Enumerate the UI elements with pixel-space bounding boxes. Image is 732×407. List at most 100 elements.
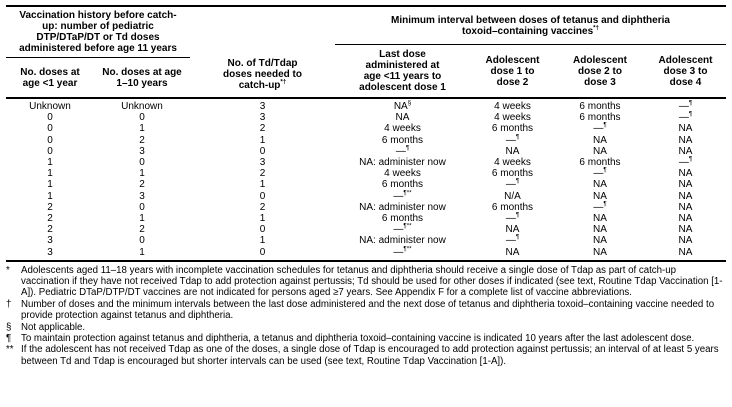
table-cell: 0 <box>259 190 266 202</box>
table-row: 3 1 0 —¶** NA NA NA <box>6 245 726 258</box>
table-cell: 0 <box>259 246 266 258</box>
header-group-vaccination-history: Vaccination history before catch-up: num… <box>6 7 190 97</box>
footnote: ** If the adolescent has not received Tda… <box>6 344 726 367</box>
footnote-marker-sup: ¶ <box>515 211 520 219</box>
table-cell: 0 <box>47 134 53 146</box>
footnotes: * Adolescents aged 11–18 years with incom… <box>6 262 726 368</box>
table-cell: 0 <box>139 201 145 213</box>
footnote-text: Number of doses and the minimum interval… <box>21 298 715 322</box>
table-cell: NA <box>678 190 693 202</box>
table-row: 1 0 3 NA: administer now 4 weeks 6 months —¶ <box>6 155 726 169</box>
table-cell: 3 <box>47 246 53 258</box>
table-cell: 2 <box>139 224 145 236</box>
footnote: † Number of doses and the minimum interva… <box>6 299 726 322</box>
table-cell: 3 <box>139 190 145 202</box>
table-cell: 1 <box>259 235 266 247</box>
table-cell: NA <box>678 224 693 236</box>
table-row: Unknown Unknown 3 NA§ 4 weeks 6 months —¶ <box>6 99 726 113</box>
footnote-marker-sup: § <box>407 99 412 107</box>
table-cell: 1 <box>47 190 53 202</box>
table-cell: 1 <box>47 179 53 191</box>
table-cell: NA <box>593 212 607 224</box>
table-cell: 6 months <box>381 134 424 146</box>
table-cell: —¶ <box>505 178 520 191</box>
footnote-marker-sup: ¶ <box>603 122 607 130</box>
table-cell: NA <box>593 145 607 157</box>
table-cell: 1 <box>47 157 53 169</box>
table-cell: NA: administer now <box>359 201 446 213</box>
table-cell: 1 <box>139 123 145 135</box>
table-cell: 1 <box>139 168 145 180</box>
table-cell: NA <box>593 235 607 247</box>
table-cell: 3 <box>259 112 266 124</box>
table-cell: 4 weeks <box>494 157 531 169</box>
table-cell: 2 <box>259 123 266 135</box>
table-cell: 1 <box>139 246 145 258</box>
table-row: 2 1 1 6 months —¶ NA NA <box>6 211 726 224</box>
right-group-header: Minimum interval between doses of tetanu… <box>335 7 726 45</box>
header-td-tdap-needed-section: No. of Td/Tdap doses needed to catch-up*… <box>190 7 335 97</box>
table-cell: NA <box>593 224 607 236</box>
header-group-minimum-interval: Minimum interval between doses of tetanu… <box>335 7 726 97</box>
table-cell: 6 months <box>381 212 424 224</box>
table-cell: 6 months <box>491 168 534 180</box>
table-cell: 2 <box>259 201 266 213</box>
table-cell: NA <box>678 179 693 191</box>
table-body: Unknown Unknown 3 NA§ 4 weeks 6 months —¶ 0 0 3 NA… <box>6 99 726 262</box>
table-cell: 0 <box>47 123 53 135</box>
footnote-marker-sup: ¶ <box>603 166 607 174</box>
table-cell: 4 weeks <box>494 101 531 113</box>
table-cell: NA <box>678 201 693 213</box>
footnote-text: Adolescents aged 11–18 years with incomp… <box>21 264 723 299</box>
footnote-marker: § <box>6 321 12 333</box>
table-cell: 3 <box>259 157 266 169</box>
footnote-marker-sup: *† <box>280 78 287 86</box>
footnote-marker-sup: ¶ <box>405 144 410 152</box>
footnote-marker-sup: ¶ <box>688 155 693 163</box>
table-cell: Unknown <box>29 101 71 113</box>
table-row: 3 0 1 NA: administer now —¶ NA NA <box>6 234 726 247</box>
table-cell: —¶ <box>593 166 607 180</box>
table-cell: NA§ <box>393 99 412 113</box>
table-cell: —¶ <box>395 144 410 157</box>
table-cell: —¶ <box>505 211 520 224</box>
footnote-marker-sup: ¶** <box>403 222 412 230</box>
table-cell: 6 months <box>381 179 424 191</box>
table-cell: 2 <box>47 212 53 224</box>
footnote-marker-sup: ¶ <box>515 178 520 186</box>
footnote-marker-sup: ¶ <box>688 99 693 107</box>
table-cell: 1 <box>259 179 266 191</box>
table-cell: NA <box>678 123 693 135</box>
table-cell: 2 <box>139 179 145 191</box>
table-cell: NA <box>593 190 607 202</box>
table-cell: NA: administer now <box>359 157 446 169</box>
table-cell: —¶ <box>678 99 693 113</box>
footnote: * Adolescents aged 11–18 years with incom… <box>6 265 726 299</box>
table-cell: 1 <box>259 212 266 224</box>
table-cell: 4 weeks <box>384 168 421 180</box>
table-cell: —¶** <box>393 189 412 202</box>
table-cell: NA <box>505 246 520 258</box>
footnote-marker-sup: ¶** <box>403 245 412 253</box>
footnote-text: Not applicable. <box>21 321 86 333</box>
table-row: 0 3 0 —¶ NA NA NA <box>6 144 726 157</box>
footnote-marker-sup: ¶ <box>515 133 520 141</box>
footnote-marker-sup: *† <box>593 24 599 32</box>
footnote-marker-sup: ¶** <box>403 189 412 197</box>
col-header-td-tdap-doses-needed: No. of Td/Tdap doses needed to catch-up*… <box>223 58 302 91</box>
table-cell: —¶** <box>393 245 412 258</box>
table-cell: 6 months <box>579 157 621 169</box>
table-row: 0 2 1 6 months —¶ NA NA <box>6 133 726 146</box>
footnote-text: If the adolescent has not received Tdap … <box>21 344 719 367</box>
table-cell: 2 <box>47 201 53 213</box>
table-cell: —¶ <box>678 155 693 169</box>
table-cell: 0 <box>139 235 145 247</box>
table-row: 2 2 0 —¶** NA NA NA <box>6 222 726 236</box>
table-cell: 0 <box>259 145 266 157</box>
table-cell: 0 <box>139 112 145 124</box>
table-cell: 0 <box>47 112 53 124</box>
footnote-marker-sup: ¶ <box>515 234 520 242</box>
table-cell: NA <box>678 235 693 247</box>
table-cell: NA <box>678 145 693 157</box>
table-cell: NA <box>395 112 410 124</box>
